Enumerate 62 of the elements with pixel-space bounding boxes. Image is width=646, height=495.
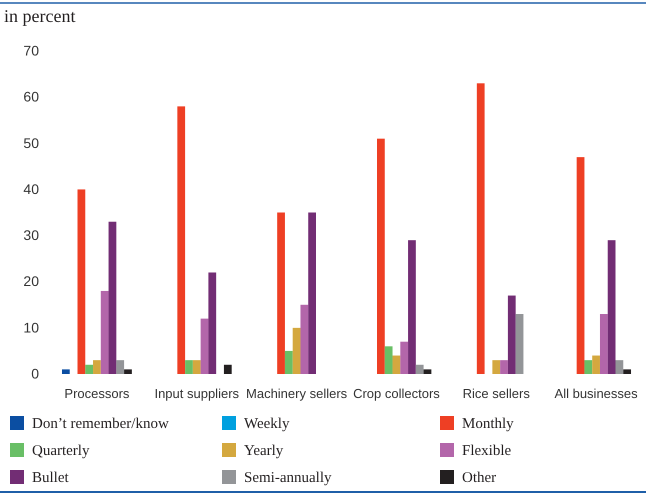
bar bbox=[200, 318, 208, 374]
bar bbox=[85, 364, 94, 374]
legend-label: Semi-annually bbox=[244, 470, 332, 486]
y-tick-label: 30 bbox=[23, 227, 40, 244]
bar bbox=[615, 360, 624, 374]
bar bbox=[476, 83, 485, 374]
bar bbox=[224, 364, 232, 374]
bar bbox=[124, 369, 132, 374]
bar bbox=[177, 106, 186, 374]
x-tick-label: Rice sellers bbox=[462, 386, 530, 402]
y-tick-label: 50 bbox=[23, 134, 40, 151]
bar bbox=[284, 350, 293, 374]
bar bbox=[492, 360, 500, 374]
bar bbox=[408, 240, 416, 374]
x-tick-label: All businesses bbox=[554, 386, 638, 402]
bar bbox=[424, 369, 432, 374]
y-tick-label: 20 bbox=[23, 273, 40, 290]
bar bbox=[584, 360, 592, 374]
legend-label: Other bbox=[462, 470, 496, 486]
legend-label: Flexible bbox=[462, 443, 512, 459]
bar bbox=[608, 240, 616, 374]
bar bbox=[576, 157, 584, 374]
y-tick-label: 0 bbox=[31, 365, 40, 382]
bar bbox=[208, 272, 216, 374]
legend-label: Yearly bbox=[244, 443, 284, 459]
x-tick-label: Processors bbox=[64, 386, 130, 402]
y-axis-title: in percent bbox=[4, 6, 76, 26]
bar bbox=[592, 356, 600, 374]
bar bbox=[600, 314, 608, 374]
legend-label: Don’t remember/know bbox=[32, 416, 169, 432]
x-tick-label: Machinery sellers bbox=[246, 386, 348, 402]
bar bbox=[308, 212, 316, 374]
bar bbox=[508, 296, 516, 374]
legend-label: Bullet bbox=[32, 470, 70, 486]
x-tick-label: Input suppliers bbox=[154, 386, 240, 402]
bar bbox=[93, 360, 101, 374]
bar bbox=[292, 328, 300, 374]
bar bbox=[623, 369, 632, 374]
y-tick-label: 60 bbox=[23, 88, 40, 105]
bar bbox=[384, 346, 393, 374]
bar bbox=[516, 314, 524, 374]
bar bbox=[300, 304, 308, 374]
bar bbox=[377, 138, 385, 374]
legend-label: Monthly bbox=[462, 416, 514, 432]
bar bbox=[100, 290, 109, 374]
bar bbox=[192, 360, 201, 374]
bar bbox=[500, 360, 508, 374]
bar bbox=[62, 369, 70, 374]
x-tick-label: Crop collectors bbox=[353, 386, 440, 402]
bar bbox=[277, 212, 285, 374]
bar bbox=[185, 360, 193, 374]
bar bbox=[400, 342, 408, 374]
legend-label: Quarterly bbox=[32, 443, 90, 459]
bar bbox=[116, 360, 124, 374]
bar bbox=[78, 189, 86, 374]
bar bbox=[392, 356, 400, 374]
bar bbox=[416, 364, 424, 374]
y-tick-label: 10 bbox=[23, 319, 40, 336]
y-tick-label: 40 bbox=[23, 180, 40, 197]
legend-label: Weekly bbox=[244, 416, 290, 432]
bar bbox=[108, 222, 116, 374]
y-tick-label: 70 bbox=[23, 42, 40, 58]
